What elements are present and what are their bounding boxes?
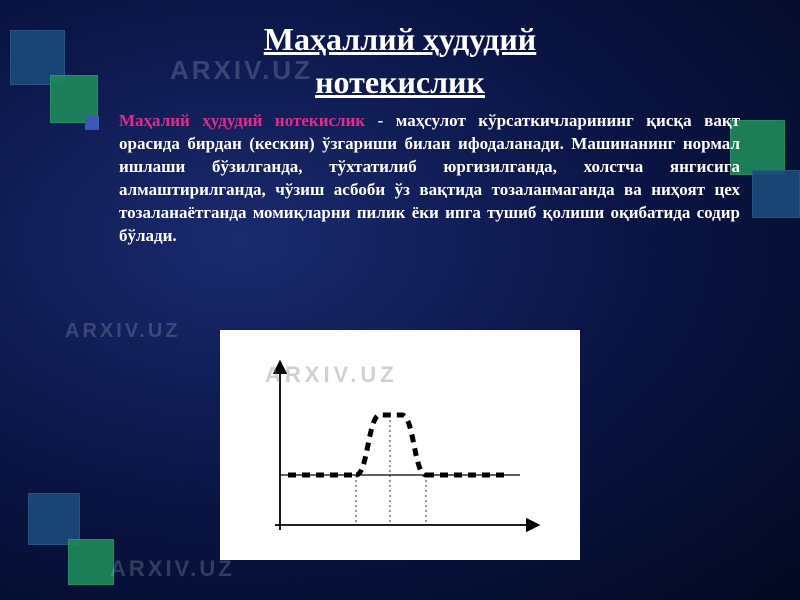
bullet-block: Маҳалий ҳудудий нотекислик - маҳсулот кў… [85,110,740,248]
decor-square [68,539,114,585]
term-text: Маҳалий ҳудудий нотекислик [119,111,378,130]
bullet-marker-icon [85,116,99,130]
title-line-1: Маҳаллий ҳудудий [264,21,536,57]
decor-square [28,493,80,545]
decor-square [752,170,800,218]
body-paragraph: Маҳалий ҳудудий нотекислик - маҳсулот кў… [119,110,740,248]
watermark: ARXIV.UZ [110,556,235,582]
watermark: ARXIV.UZ [265,362,398,388]
series-pulse [356,415,426,475]
title-line-2: нотекислик [315,64,485,100]
watermark: ARXIV.UZ [65,320,181,343]
body-text: - маҳсулот кўрсаткичларининг қисқа вақт … [119,111,740,245]
slide-title: Маҳаллий ҳудудий нотекислик [0,0,800,104]
watermark: ARXIV.UZ [170,55,313,86]
